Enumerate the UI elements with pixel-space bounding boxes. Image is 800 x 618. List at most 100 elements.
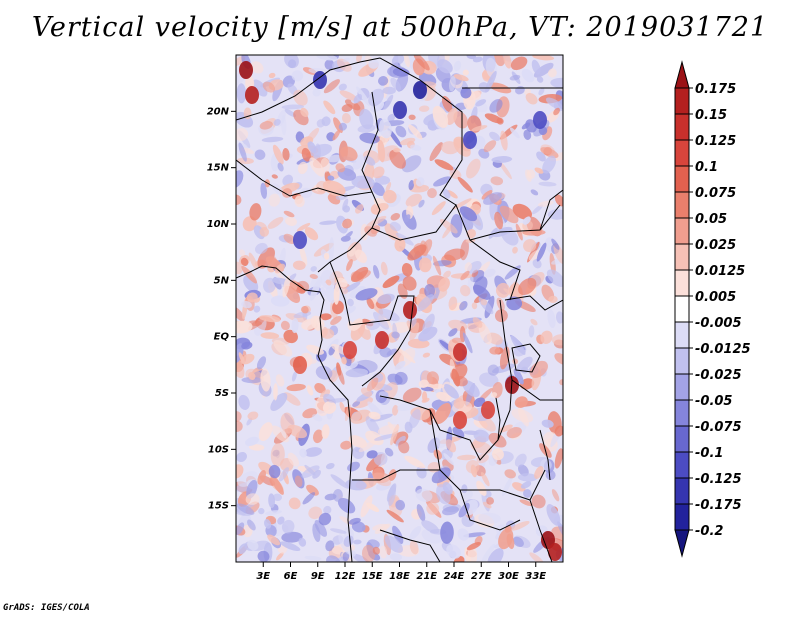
field-cell — [250, 61, 264, 74]
field-cell — [518, 407, 529, 427]
field-cell — [531, 59, 541, 75]
field-cell — [260, 368, 271, 392]
field-cell — [323, 100, 336, 115]
colorbar-bin — [674, 165, 690, 193]
field-cell — [462, 332, 473, 354]
field-cell — [526, 169, 536, 179]
x-tick-label: 15E — [362, 571, 383, 582]
field-cell — [286, 383, 306, 392]
field-cell — [424, 284, 435, 298]
border-ethiopia — [539, 189, 563, 231]
field-cell — [241, 301, 253, 309]
border-congo-drc — [361, 295, 415, 387]
field-cell — [448, 76, 456, 92]
field-cell — [431, 201, 446, 216]
colorbar-label: 0.075 — [695, 186, 736, 201]
field-cell — [554, 194, 563, 207]
strong-cell — [239, 61, 253, 79]
field-cell — [273, 118, 281, 126]
field-cell — [553, 243, 563, 264]
field-cell — [402, 387, 422, 403]
field-cell — [332, 129, 341, 141]
field-cell — [306, 344, 324, 355]
field-cell — [330, 528, 347, 534]
coastline-west-africa — [236, 265, 353, 562]
field-cell — [253, 305, 261, 313]
field-cell — [399, 137, 416, 146]
field-cell — [257, 550, 270, 562]
field-cell — [534, 466, 544, 479]
field-cell — [419, 105, 430, 112]
colorbar-label: 0.0125 — [695, 264, 745, 279]
field-cell — [270, 295, 290, 307]
field-cell — [550, 77, 563, 89]
field-cell — [309, 157, 325, 177]
field-cell — [459, 284, 471, 297]
field-cell — [343, 57, 350, 63]
border-libya-chad — [379, 57, 463, 206]
field-cell — [409, 322, 420, 342]
colorbar-bin — [674, 373, 690, 401]
field-cell — [446, 107, 458, 126]
field-cell — [514, 396, 528, 408]
colorbar-bottom-arrow — [674, 529, 690, 558]
field-cell — [346, 259, 353, 271]
field-cell — [283, 392, 301, 406]
field-cell — [343, 281, 361, 293]
field-cell — [481, 190, 493, 200]
field-cell — [323, 79, 340, 94]
field-cell — [415, 177, 425, 187]
field-cell — [532, 55, 555, 61]
field-cell — [321, 424, 330, 439]
field-cell — [525, 92, 538, 105]
field-cell — [283, 210, 295, 218]
colorbar-label: -0.0125 — [695, 342, 751, 357]
field-cell — [457, 454, 476, 461]
field-cell — [379, 545, 388, 559]
field-cell — [265, 510, 282, 516]
field-cell — [377, 424, 400, 435]
field-cell — [480, 471, 490, 487]
field-cell — [387, 484, 397, 507]
field-cell — [398, 440, 410, 454]
field-cell — [236, 464, 244, 479]
field-cell — [255, 242, 268, 255]
field-cell — [281, 531, 303, 543]
field-cell — [236, 320, 253, 334]
colorbar-label: -0.175 — [695, 498, 742, 513]
strong-cell — [393, 101, 407, 119]
field-cell — [236, 128, 249, 141]
field-cell — [470, 464, 478, 478]
field-cell — [457, 176, 473, 193]
field-cell — [283, 233, 296, 245]
field-cell — [395, 499, 406, 511]
field-cell — [304, 555, 322, 561]
field-cell — [241, 376, 263, 384]
colorbar-label: -0.2 — [695, 524, 723, 539]
field-cell — [281, 519, 295, 534]
border-niger-chad — [236, 57, 381, 121]
field-cell — [500, 130, 508, 151]
colorbar-label: 0.15 — [695, 108, 727, 123]
field-cell — [365, 502, 380, 512]
field-cell — [523, 239, 537, 253]
field-cell — [397, 402, 415, 412]
field-cell — [494, 309, 508, 323]
y-tick-label: 15S — [208, 501, 229, 512]
field-cell — [443, 270, 451, 279]
colorbar-bin — [674, 139, 690, 167]
field-cell — [313, 317, 321, 331]
field-cell — [436, 484, 451, 505]
field-cell — [348, 517, 361, 525]
field-cell — [373, 265, 380, 279]
strong-cell — [463, 131, 477, 149]
field-cell — [498, 528, 514, 550]
field-cell — [418, 257, 432, 273]
field-cell — [415, 488, 433, 502]
border-tanzania — [511, 379, 563, 401]
field-cell — [506, 427, 522, 439]
field-cell — [393, 147, 401, 153]
field-cell — [559, 379, 563, 386]
field-cell — [426, 371, 439, 385]
